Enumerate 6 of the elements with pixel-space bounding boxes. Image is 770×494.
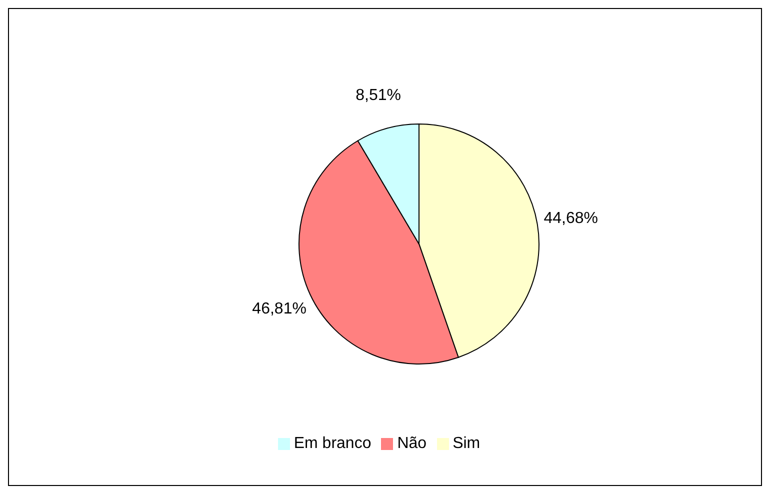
- legend-label: Sim: [452, 435, 480, 452]
- legend-label: Em branco: [294, 435, 372, 452]
- data-label: 44,68%: [544, 210, 598, 227]
- legend-label: Não: [397, 435, 427, 452]
- data-label: 8,51%: [356, 86, 402, 104]
- data-label: 46,81%: [252, 300, 306, 318]
